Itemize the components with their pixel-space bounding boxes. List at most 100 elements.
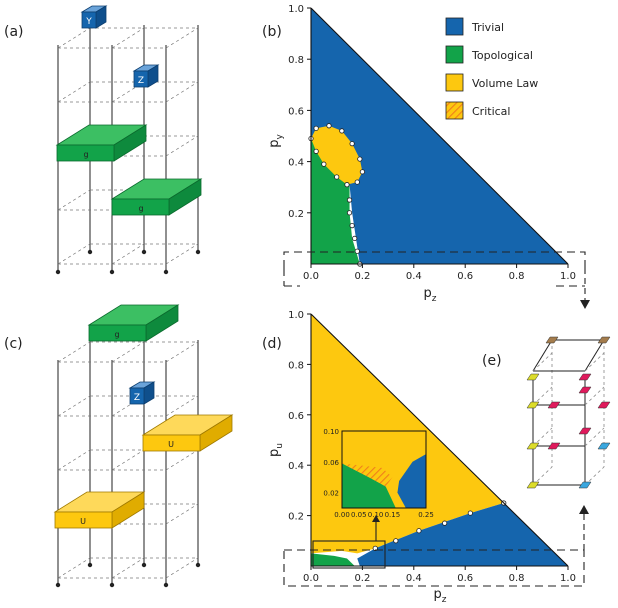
boundary-point bbox=[442, 520, 448, 526]
circuit-diagram-a: Y Z g g bbox=[55, 5, 203, 275]
inset-arrow-icon bbox=[372, 515, 380, 522]
x-tick-label: 0.4 bbox=[406, 271, 422, 282]
y-tick-label: 0.2 bbox=[288, 209, 304, 220]
lattice-site bbox=[578, 427, 592, 435]
axes-d: 0.0 0.2 0.4 0.6 0.8 1.0 0.2 0.4 0.6 0.8 1.0 bbox=[288, 310, 576, 584]
lattice-site bbox=[578, 481, 592, 489]
lattice-site bbox=[578, 373, 592, 381]
lattice-site bbox=[526, 373, 540, 381]
region-volume-law bbox=[311, 125, 363, 185]
inset-x-tick-label: 0.00 bbox=[334, 511, 350, 519]
y-tick-label: 0.4 bbox=[288, 158, 304, 169]
inset-y-tick-label: 0.10 bbox=[323, 428, 339, 436]
y-tick-label: 1.0 bbox=[288, 4, 304, 15]
lattice-site bbox=[597, 442, 611, 450]
legend-swatch bbox=[445, 101, 464, 120]
panel-label-b: (b) bbox=[262, 24, 282, 40]
boundary-point bbox=[359, 169, 365, 175]
region-topological bbox=[311, 138, 360, 264]
gate-g-slab-1: g bbox=[55, 124, 148, 162]
legend-swatch bbox=[445, 17, 464, 36]
gate-g-label-1: g bbox=[83, 150, 88, 159]
lattice-site bbox=[526, 401, 540, 409]
region-trivial bbox=[357, 503, 568, 566]
x-tick-label: 0.4 bbox=[406, 573, 422, 584]
ylabel-d: pu bbox=[267, 443, 285, 457]
gate-u-label-1: U bbox=[168, 440, 174, 449]
inset-y-tick-label: 0.06 bbox=[323, 459, 339, 467]
gate-z-cube: Z bbox=[132, 64, 160, 88]
x-tick-label: 0.0 bbox=[303, 573, 319, 584]
legend-label: Volume Law bbox=[472, 77, 538, 90]
gate-z-label-c: Z bbox=[134, 393, 140, 403]
legend: Trivial Topological Volume Law Critical bbox=[445, 17, 538, 120]
lattice-grid-c bbox=[55, 340, 201, 588]
y-tick-label: 0.6 bbox=[288, 411, 304, 422]
legend-swatch bbox=[445, 73, 464, 92]
arrow-down-icon bbox=[580, 300, 590, 309]
gate-g-slab-top: g bbox=[87, 304, 180, 342]
boundary-point bbox=[321, 161, 327, 167]
boundary-point bbox=[346, 197, 353, 203]
phase-boundary-d bbox=[372, 500, 507, 551]
x-tick-label: 1.0 bbox=[560, 271, 576, 282]
xlabel-b: pz bbox=[424, 286, 437, 304]
boundary-point bbox=[393, 538, 399, 544]
boundary-point bbox=[357, 156, 363, 162]
boundary-point bbox=[326, 123, 332, 129]
gate-g-label-top: g bbox=[114, 330, 119, 339]
boundary-point bbox=[467, 510, 473, 516]
x-tick-label: 0.8 bbox=[509, 573, 525, 584]
boundary-point bbox=[416, 528, 422, 534]
boundary-point bbox=[354, 248, 360, 254]
zoom-indicator-b bbox=[283, 251, 590, 309]
legend-swatch bbox=[445, 45, 464, 64]
axes-b: 0.0 0.2 0.4 0.6 0.8 1.0 0.2 0.4 0.6 0.8 1.0 bbox=[288, 4, 576, 282]
lattice-site bbox=[526, 442, 540, 450]
inset-x-tick-label: 0.15 bbox=[385, 511, 401, 519]
boundary-point bbox=[313, 125, 319, 131]
boundary-point bbox=[354, 179, 360, 185]
gate-g-slab-2: g bbox=[110, 178, 203, 216]
boundary-point bbox=[349, 141, 355, 147]
region-topological bbox=[311, 553, 355, 566]
panel-label-e: (e) bbox=[482, 353, 502, 369]
phase-boundary-b bbox=[308, 123, 365, 267]
lattice-diagram-e bbox=[526, 336, 611, 489]
x-tick-label: 0.8 bbox=[509, 271, 525, 282]
inset-x-tick-label: 0.10 bbox=[368, 511, 384, 519]
gate-u-slab-2: U bbox=[53, 491, 146, 529]
legend-label: Topological bbox=[471, 49, 533, 62]
boundary-point bbox=[334, 174, 340, 180]
x-tick-label: 0.0 bbox=[303, 271, 319, 282]
inset-x-tick-label: 0.05 bbox=[351, 511, 367, 519]
boundary-point bbox=[352, 235, 358, 241]
boundary-point bbox=[344, 182, 350, 188]
gate-g-label-2: g bbox=[138, 204, 143, 213]
lattice-site bbox=[547, 401, 561, 409]
y-tick-label: 0.8 bbox=[288, 55, 304, 66]
inset-x-tick-label: 0.25 bbox=[418, 511, 434, 519]
panel-label-d: (d) bbox=[262, 336, 282, 352]
arrow-up-icon bbox=[579, 505, 589, 514]
lattice-site bbox=[597, 336, 611, 344]
x-tick-label: 0.6 bbox=[457, 271, 473, 282]
legend-label: Critical bbox=[472, 105, 510, 118]
gate-z-cube-c: Z bbox=[128, 381, 156, 405]
gate-y-cube: Y bbox=[80, 5, 108, 29]
legend-label: Trivial bbox=[471, 21, 504, 34]
y-tick-label: 0.2 bbox=[288, 512, 304, 523]
x-tick-label: 0.2 bbox=[354, 573, 370, 584]
y-tick-label: 0.6 bbox=[288, 106, 304, 117]
boundary-point bbox=[313, 148, 319, 154]
x-tick-label: 1.0 bbox=[560, 573, 576, 584]
gate-u-label-2: U bbox=[80, 517, 86, 526]
xlabel-d: pz bbox=[434, 587, 447, 605]
boundary-point bbox=[339, 128, 345, 134]
ylabel-b: py bbox=[267, 134, 285, 148]
circuit-diagram-c: g Z U U bbox=[53, 304, 234, 588]
panel-label-a: (a) bbox=[4, 24, 24, 40]
y-tick-label: 0.8 bbox=[288, 360, 304, 371]
x-tick-label: 0.6 bbox=[457, 573, 473, 584]
